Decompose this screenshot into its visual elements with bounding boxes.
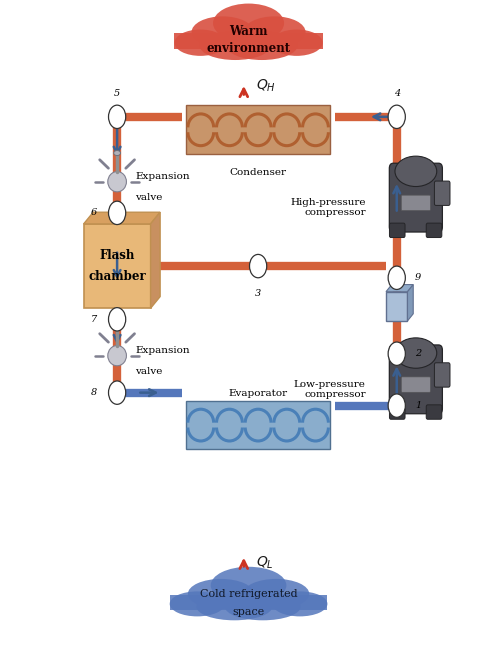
Polygon shape — [170, 595, 327, 610]
Text: space: space — [232, 607, 265, 617]
FancyBboxPatch shape — [84, 224, 151, 308]
Text: 4: 4 — [393, 89, 400, 98]
Circle shape — [109, 308, 126, 331]
FancyBboxPatch shape — [389, 164, 443, 232]
Text: 6: 6 — [91, 208, 98, 217]
Ellipse shape — [108, 345, 126, 366]
FancyBboxPatch shape — [435, 181, 450, 205]
Circle shape — [388, 394, 405, 417]
Polygon shape — [407, 284, 413, 321]
Ellipse shape — [108, 171, 126, 192]
Ellipse shape — [227, 31, 297, 60]
Text: High-pressure
compressor: High-pressure compressor — [290, 198, 366, 217]
Text: 5: 5 — [114, 89, 120, 98]
Ellipse shape — [213, 3, 284, 43]
FancyBboxPatch shape — [435, 363, 450, 387]
FancyBboxPatch shape — [389, 345, 443, 414]
FancyBboxPatch shape — [386, 291, 407, 321]
Polygon shape — [174, 33, 323, 49]
Circle shape — [109, 381, 126, 404]
Text: Expansion: Expansion — [135, 346, 190, 355]
Text: environment: environment — [206, 42, 291, 55]
Circle shape — [388, 342, 405, 365]
Text: Expansion: Expansion — [135, 172, 190, 181]
Ellipse shape — [174, 29, 227, 56]
Text: 2: 2 — [415, 349, 422, 358]
Text: $Q_H$: $Q_H$ — [256, 77, 276, 94]
FancyBboxPatch shape — [186, 400, 330, 449]
Ellipse shape — [395, 338, 437, 368]
Polygon shape — [84, 212, 160, 224]
Text: Warm: Warm — [229, 25, 268, 38]
FancyBboxPatch shape — [186, 105, 330, 154]
Text: 1: 1 — [415, 401, 422, 410]
Ellipse shape — [114, 151, 120, 156]
Ellipse shape — [395, 156, 437, 186]
Text: Evaporator: Evaporator — [228, 389, 288, 397]
Circle shape — [109, 105, 126, 129]
Ellipse shape — [196, 593, 272, 620]
Ellipse shape — [271, 29, 323, 56]
Ellipse shape — [243, 579, 309, 609]
FancyBboxPatch shape — [401, 195, 430, 210]
Polygon shape — [151, 212, 160, 308]
Ellipse shape — [192, 16, 254, 48]
Ellipse shape — [200, 31, 271, 60]
Ellipse shape — [170, 591, 225, 617]
Ellipse shape — [188, 579, 254, 609]
Circle shape — [250, 254, 267, 278]
FancyBboxPatch shape — [390, 405, 405, 419]
Text: valve: valve — [135, 367, 163, 376]
Ellipse shape — [225, 593, 301, 620]
Text: valve: valve — [135, 193, 163, 202]
Ellipse shape — [243, 16, 305, 48]
Text: chamber: chamber — [88, 270, 146, 283]
Circle shape — [109, 201, 126, 225]
Circle shape — [388, 266, 405, 289]
Ellipse shape — [211, 567, 286, 604]
Text: Low-pressure
compressor: Low-pressure compressor — [294, 380, 366, 399]
Text: 9: 9 — [415, 273, 422, 282]
Ellipse shape — [272, 591, 327, 617]
Text: $Q_L$: $Q_L$ — [256, 554, 273, 571]
Ellipse shape — [114, 324, 120, 330]
Text: 3: 3 — [255, 289, 261, 298]
FancyBboxPatch shape — [390, 223, 405, 238]
Polygon shape — [386, 284, 413, 292]
Text: Condenser: Condenser — [229, 168, 287, 177]
Text: 7: 7 — [91, 315, 98, 324]
FancyBboxPatch shape — [426, 223, 442, 238]
FancyBboxPatch shape — [401, 377, 430, 392]
Text: Cold refrigerated: Cold refrigerated — [200, 589, 297, 599]
Text: 8: 8 — [91, 388, 98, 397]
Circle shape — [388, 105, 405, 129]
FancyBboxPatch shape — [426, 405, 442, 419]
Text: Flash: Flash — [99, 249, 135, 262]
